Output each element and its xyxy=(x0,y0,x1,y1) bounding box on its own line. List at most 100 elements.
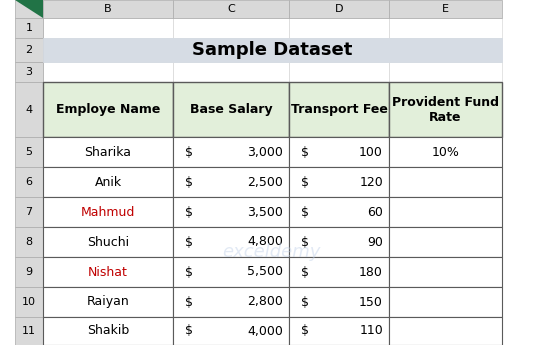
Polygon shape xyxy=(15,0,43,18)
Text: Sharika: Sharika xyxy=(85,146,132,158)
Text: 8: 8 xyxy=(25,237,33,247)
Text: 3: 3 xyxy=(25,67,33,77)
Bar xyxy=(43,82,173,137)
Text: B: B xyxy=(104,4,112,14)
Bar xyxy=(289,197,389,227)
Bar xyxy=(389,62,502,82)
Bar xyxy=(389,227,502,257)
Bar xyxy=(15,197,43,227)
Bar xyxy=(389,257,502,287)
Bar xyxy=(289,317,389,345)
Bar xyxy=(289,287,389,317)
Bar xyxy=(289,137,389,167)
Bar xyxy=(173,82,289,137)
Bar xyxy=(43,227,173,257)
Text: 7: 7 xyxy=(25,207,33,217)
Text: $: $ xyxy=(185,236,193,248)
Text: 120: 120 xyxy=(359,176,383,188)
Text: Base Salary: Base Salary xyxy=(190,103,272,116)
Text: $: $ xyxy=(301,296,309,308)
Bar xyxy=(173,197,289,227)
Text: $: $ xyxy=(185,325,193,337)
Text: 2: 2 xyxy=(25,45,33,55)
Text: $: $ xyxy=(301,146,309,158)
Bar xyxy=(15,287,43,317)
Bar xyxy=(15,18,43,38)
Bar xyxy=(43,62,173,82)
Bar xyxy=(289,62,389,82)
Text: Shakib: Shakib xyxy=(87,325,129,337)
Bar xyxy=(173,137,289,167)
Text: 10: 10 xyxy=(22,297,36,307)
Bar xyxy=(289,287,389,317)
Bar xyxy=(173,0,289,18)
Bar xyxy=(43,167,173,197)
Bar xyxy=(289,137,389,167)
Bar xyxy=(43,18,173,38)
Bar xyxy=(389,257,502,287)
Text: 3,500: 3,500 xyxy=(247,206,283,218)
Bar xyxy=(43,257,173,287)
Bar xyxy=(289,197,389,227)
Bar xyxy=(43,82,173,137)
Bar xyxy=(15,82,43,137)
Text: 3,000: 3,000 xyxy=(247,146,283,158)
Bar xyxy=(173,82,289,137)
Bar xyxy=(389,227,502,257)
Text: Employe Name: Employe Name xyxy=(56,103,160,116)
Bar xyxy=(289,18,389,38)
Text: 180: 180 xyxy=(359,266,383,278)
Text: 2,500: 2,500 xyxy=(247,176,283,188)
Bar xyxy=(389,137,502,167)
Text: 9: 9 xyxy=(25,267,33,277)
Text: exceldemy: exceldemy xyxy=(222,243,320,261)
Bar xyxy=(389,18,502,38)
Bar xyxy=(289,257,389,287)
Text: 10%: 10% xyxy=(431,146,460,158)
Text: Provident Fund
Rate: Provident Fund Rate xyxy=(392,96,499,124)
Bar xyxy=(289,317,389,345)
Text: 110: 110 xyxy=(359,325,383,337)
Bar xyxy=(15,227,43,257)
Bar xyxy=(173,257,289,287)
Bar xyxy=(173,167,289,197)
Bar xyxy=(389,167,502,197)
Bar xyxy=(389,82,502,137)
Text: D: D xyxy=(335,4,343,14)
Bar xyxy=(43,197,173,227)
Bar xyxy=(173,62,289,82)
Text: C: C xyxy=(227,4,235,14)
Bar xyxy=(289,227,389,257)
Bar xyxy=(389,317,502,345)
Bar xyxy=(289,0,389,18)
Bar xyxy=(173,167,289,197)
Bar xyxy=(173,137,289,167)
Bar xyxy=(43,197,173,227)
Bar xyxy=(289,257,389,287)
Text: 2,800: 2,800 xyxy=(247,296,283,308)
Text: 4: 4 xyxy=(25,105,33,115)
Bar xyxy=(43,287,173,317)
Text: $: $ xyxy=(301,236,309,248)
Bar xyxy=(43,317,173,345)
Text: $: $ xyxy=(301,266,309,278)
Text: $: $ xyxy=(301,206,309,218)
Bar xyxy=(43,227,173,257)
Text: $: $ xyxy=(185,176,193,188)
Bar xyxy=(173,287,289,317)
Text: $: $ xyxy=(185,266,193,278)
Text: $: $ xyxy=(301,325,309,337)
Bar xyxy=(43,38,173,62)
Bar xyxy=(289,227,389,257)
Text: 11: 11 xyxy=(22,326,36,336)
Bar xyxy=(389,197,502,227)
Bar xyxy=(15,137,43,167)
Text: Raiyan: Raiyan xyxy=(87,296,130,308)
Bar xyxy=(173,197,289,227)
Bar xyxy=(173,257,289,287)
Bar xyxy=(43,137,173,167)
Bar xyxy=(173,38,289,62)
Text: E: E xyxy=(442,4,449,14)
Text: $: $ xyxy=(301,176,309,188)
Text: 4,800: 4,800 xyxy=(247,236,283,248)
